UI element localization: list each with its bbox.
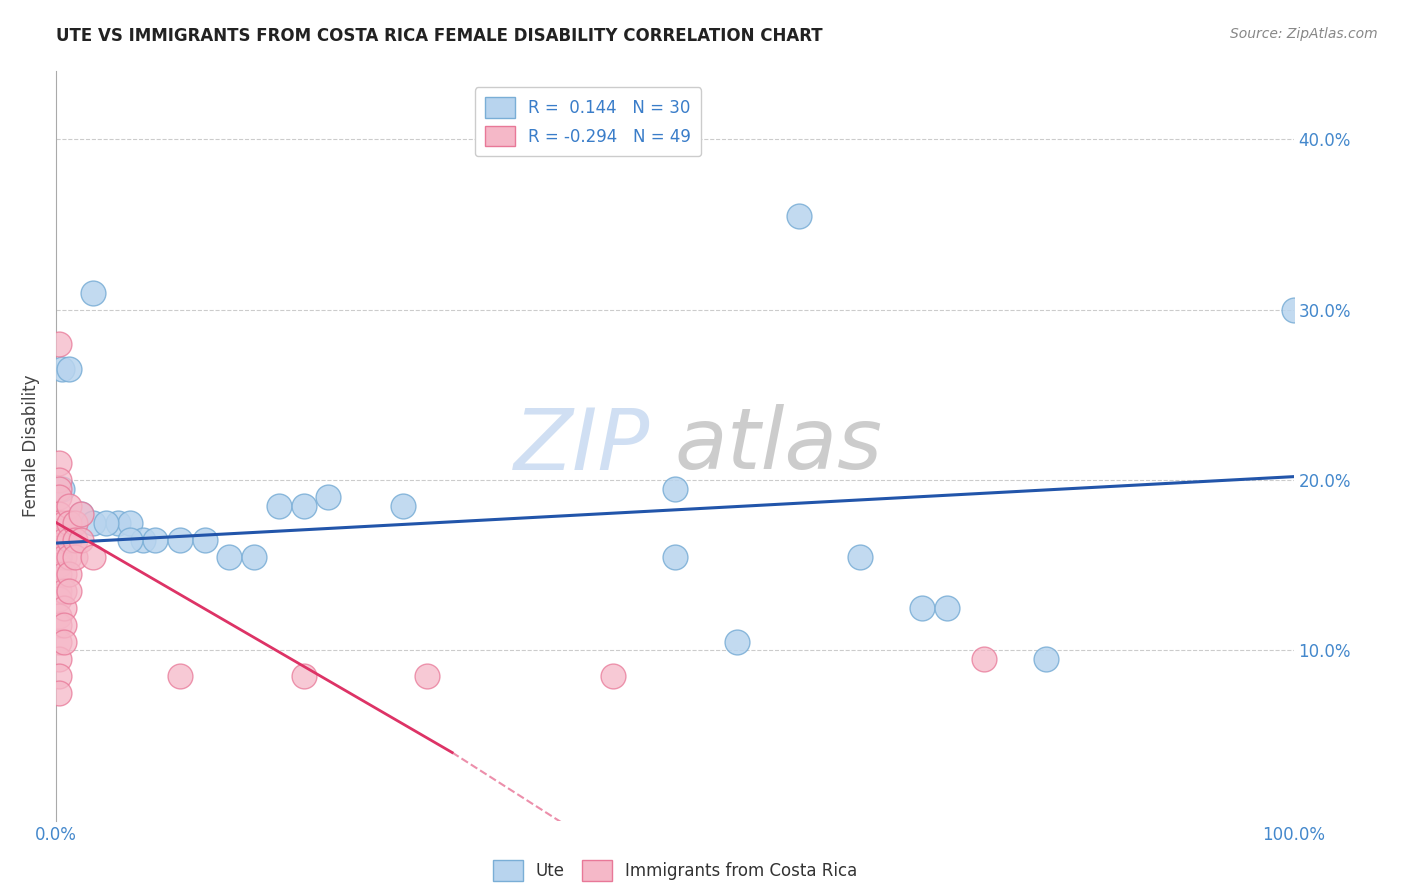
Point — [52, 600, 75, 615]
Point — [194, 533, 217, 547]
Point — [82, 516, 104, 530]
Point — [63, 516, 86, 530]
Point — [58, 549, 80, 564]
Text: atlas: atlas — [675, 404, 883, 488]
Point — [48, 549, 70, 564]
Point — [169, 533, 191, 547]
Point — [48, 635, 70, 649]
Point — [51, 362, 73, 376]
Point — [82, 285, 104, 300]
Point — [58, 499, 80, 513]
Point — [48, 592, 70, 607]
Point — [52, 635, 75, 649]
Point — [292, 499, 315, 513]
Text: UTE VS IMMIGRANTS FROM COSTA RICA FEMALE DISABILITY CORRELATION CHART: UTE VS IMMIGRANTS FROM COSTA RICA FEMALE… — [56, 27, 823, 45]
Point — [267, 499, 290, 513]
Point — [52, 583, 75, 598]
Point — [48, 617, 70, 632]
Point — [58, 516, 80, 530]
Point — [58, 583, 80, 598]
Point — [48, 524, 70, 538]
Point — [70, 533, 93, 547]
Text: Source: ZipAtlas.com: Source: ZipAtlas.com — [1230, 27, 1378, 41]
Point — [120, 533, 142, 547]
Point — [243, 549, 266, 564]
Point — [82, 549, 104, 564]
Point — [48, 516, 70, 530]
Point — [63, 533, 86, 547]
Point — [664, 549, 686, 564]
Point — [725, 635, 748, 649]
Point — [63, 516, 86, 530]
Point — [48, 490, 70, 504]
Text: ZIP: ZIP — [513, 404, 650, 488]
Point — [936, 600, 959, 615]
Point — [391, 499, 413, 513]
Point — [107, 516, 129, 530]
Point — [318, 490, 340, 504]
Point — [58, 566, 80, 581]
Point — [58, 362, 80, 376]
Point — [48, 566, 70, 581]
Point — [48, 336, 70, 351]
Point — [911, 600, 934, 615]
Point — [849, 549, 872, 564]
Point — [70, 507, 93, 521]
Point — [48, 473, 70, 487]
Point — [218, 549, 240, 564]
Point — [51, 482, 73, 496]
Point — [52, 533, 75, 547]
Point — [48, 583, 70, 598]
Point — [1035, 652, 1057, 666]
Point — [143, 533, 166, 547]
Point — [48, 669, 70, 683]
Point — [292, 669, 315, 683]
Point — [63, 549, 86, 564]
Point — [52, 617, 75, 632]
Point — [48, 516, 70, 530]
Point — [169, 669, 191, 683]
Point — [70, 507, 93, 521]
Point — [973, 652, 995, 666]
Point — [48, 652, 70, 666]
Point — [787, 209, 810, 223]
Y-axis label: Female Disability: Female Disability — [22, 375, 41, 517]
Point — [132, 533, 155, 547]
Point — [48, 456, 70, 470]
Point — [52, 516, 75, 530]
Point — [48, 482, 70, 496]
Point — [602, 669, 624, 683]
Point — [416, 669, 439, 683]
Point — [52, 549, 75, 564]
Point — [1282, 302, 1305, 317]
Point — [52, 566, 75, 581]
Point — [48, 507, 70, 521]
Point — [58, 533, 80, 547]
Point — [48, 558, 70, 573]
Point — [664, 482, 686, 496]
Point — [48, 541, 70, 556]
Point — [48, 609, 70, 624]
Point — [48, 533, 70, 547]
Point — [120, 516, 142, 530]
Point — [48, 686, 70, 700]
Point — [48, 549, 70, 564]
Legend: Ute, Immigrants from Costa Rica: Ute, Immigrants from Costa Rica — [486, 854, 863, 888]
Point — [94, 516, 117, 530]
